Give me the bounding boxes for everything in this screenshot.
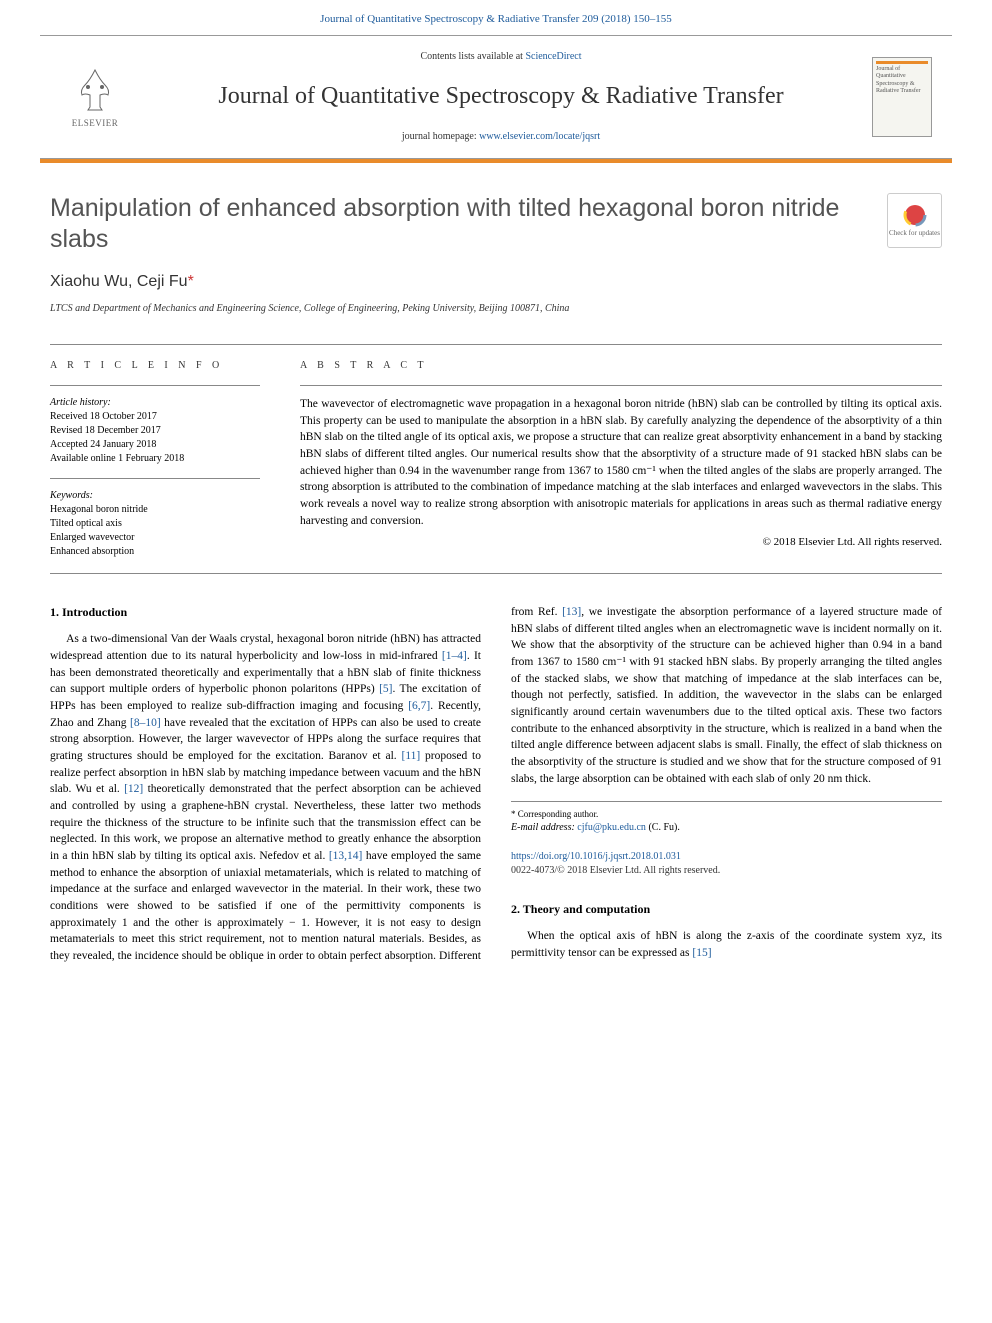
elsevier-label: ELSEVIER xyxy=(72,117,119,130)
ref-link[interactable]: [12] xyxy=(124,783,143,795)
corr-author-label: * Corresponding author. xyxy=(511,808,942,821)
keyword: Tilted optical axis xyxy=(50,517,260,531)
homepage-prefix: journal homepage: xyxy=(402,131,479,142)
history-online: Available online 1 February 2018 xyxy=(50,452,260,466)
corresponding-footnote: * Corresponding author. E-mail address: … xyxy=(511,801,942,836)
ref-link[interactable]: [15] xyxy=(692,947,711,959)
affiliation: LTCS and Department of Mechanics and Eng… xyxy=(50,302,942,316)
journal-cover-thumb: Journal of Quantitative Spectroscopy & R… xyxy=(872,57,932,137)
abstract-copyright: © 2018 Elsevier Ltd. All rights reserved… xyxy=(300,535,942,550)
ref-link[interactable]: [6,7] xyxy=(408,700,430,712)
article-info-column: a r t i c l e i n f o Article history: R… xyxy=(50,359,260,559)
ref-link[interactable]: [5] xyxy=(379,683,392,695)
history-label: Article history: xyxy=(50,396,260,410)
section-2-heading: 2. Theory and computation xyxy=(511,901,942,918)
author-1: Xiaohu Wu, xyxy=(50,273,137,290)
abstract-heading: a b s t r a c t xyxy=(300,359,942,373)
contents-prefix: Contents lists available at xyxy=(420,51,525,62)
elsevier-tree-icon xyxy=(70,65,120,115)
keywords-label: Keywords: xyxy=(50,489,260,503)
ref-link[interactable]: [13] xyxy=(562,606,581,618)
doi-block: https://doi.org/10.1016/j.jqsrt.2018.01.… xyxy=(511,850,942,879)
issn-line: 0022-4073/© 2018 Elsevier Ltd. All right… xyxy=(511,864,942,879)
check-updates-badge[interactable]: Check for updates xyxy=(887,193,942,248)
check-updates-icon xyxy=(903,203,927,227)
article-title: Manipulation of enhanced absorption with… xyxy=(50,193,867,256)
history-received: Received 18 October 2017 xyxy=(50,410,260,424)
doi-link[interactable]: https://doi.org/10.1016/j.jqsrt.2018.01.… xyxy=(511,851,681,862)
authors: Xiaohu Wu, Ceji Fu* xyxy=(50,271,942,293)
article-info-heading: a r t i c l e i n f o xyxy=(50,359,260,373)
ref-link[interactable]: [13,14] xyxy=(329,850,363,862)
history-revised: Revised 18 December 2017 xyxy=(50,424,260,438)
section-1-heading: 1. Introduction xyxy=(50,604,481,621)
theory-paragraph-1: When the optical axis of hBN is along th… xyxy=(511,928,942,961)
contents-available: Contents lists available at ScienceDirec… xyxy=(140,50,862,64)
journal-banner: ELSEVIER Contents lists available at Sci… xyxy=(40,35,952,159)
keyword: Hexagonal boron nitride xyxy=(50,503,260,517)
ref-link[interactable]: [1–4] xyxy=(442,650,467,662)
email-suffix: (C. Fu). xyxy=(646,822,680,833)
email-link[interactable]: cjfu@pku.edu.cn xyxy=(577,822,646,833)
homepage-link[interactable]: www.elsevier.com/locate/jqsrt xyxy=(479,131,600,142)
cover-text: Journal of Quantitative Spectroscopy & R… xyxy=(876,66,928,95)
running-header: Journal of Quantitative Spectroscopy & R… xyxy=(0,0,992,35)
abstract-text: The wavevector of electromagnetic wave p… xyxy=(300,396,942,529)
check-updates-label: Check for updates xyxy=(889,229,940,239)
elsevier-logo: ELSEVIER xyxy=(60,65,130,130)
keyword: Enlarged wavevector xyxy=(50,531,260,545)
history-accepted: Accepted 24 January 2018 xyxy=(50,438,260,452)
journal-homepage: journal homepage: www.elsevier.com/locat… xyxy=(140,130,862,144)
ref-link[interactable]: [11] xyxy=(401,750,420,762)
sciencedirect-link[interactable]: ScienceDirect xyxy=(525,51,581,62)
body-text: 1. Introduction As a two-dimensional Van… xyxy=(50,604,942,965)
journal-name: Journal of Quantitative Spectroscopy & R… xyxy=(140,80,862,114)
email-label: E-mail address: xyxy=(511,822,577,833)
abstract-column: a b s t r a c t The wavevector of electr… xyxy=(300,359,942,559)
ref-link[interactable]: [8–10] xyxy=(130,717,161,729)
author-2: Ceji Fu xyxy=(137,273,188,290)
corresponding-mark: * xyxy=(188,273,194,290)
keyword: Enhanced absorption xyxy=(50,545,260,559)
